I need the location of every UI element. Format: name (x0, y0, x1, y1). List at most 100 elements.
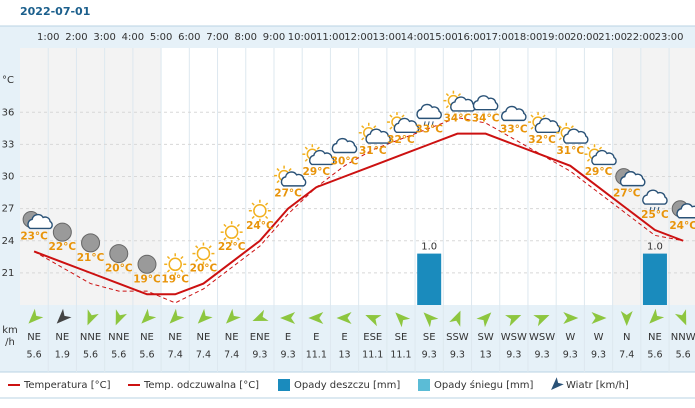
sun-ray (276, 180, 280, 184)
cloud (416, 103, 442, 120)
moon (109, 244, 129, 264)
hour-label: 19:00 (542, 32, 571, 43)
wind-arrow (395, 312, 411, 328)
sun-ray (223, 237, 227, 241)
wind-direction: SE (423, 332, 436, 343)
temperature-line (33, 132, 684, 296)
wind-speed: 7.4 (168, 350, 183, 361)
wind-arrow (336, 312, 352, 324)
wind-arrow (649, 308, 665, 324)
sun-ray (264, 202, 269, 206)
sun-ray (304, 146, 308, 150)
feels-like-line (33, 117, 684, 304)
precip-label: 1.0 (421, 242, 437, 253)
wind-arrow (449, 310, 461, 327)
wind-speed: 5.6 (83, 350, 98, 361)
wind-direction: N (623, 332, 630, 343)
wind-speed: 5.6 (139, 350, 154, 361)
wind-speed: 11.1 (362, 350, 383, 361)
temperature-label: 32°C (387, 134, 415, 146)
wind-speed: 13 (480, 350, 492, 361)
temperature-label: 24°C (669, 220, 695, 232)
legend-label: Opady śniegu [mm] (434, 379, 534, 391)
wind-direction: NNW (671, 332, 695, 343)
sun-ray (445, 105, 449, 109)
rain-drop (427, 121, 430, 126)
wind-arrow (365, 314, 382, 327)
wind-speed: 5.6 (27, 350, 42, 361)
hour-label: 5:00 (150, 32, 172, 43)
wind-direction: E (341, 332, 347, 343)
cloud (642, 189, 668, 205)
sun-ray (180, 255, 184, 260)
sun (224, 225, 239, 239)
wind-direction: ESE (363, 332, 382, 343)
rain-drop (431, 121, 434, 126)
precip-bar (417, 253, 442, 305)
moon (137, 254, 157, 274)
wind-direction: E (285, 332, 291, 343)
wind-arrow (674, 309, 687, 326)
temperature-label: 24°C (246, 220, 274, 232)
wind-arrow (197, 308, 213, 324)
legend-label: Opady deszczu [mm] (294, 380, 400, 391)
hour-label: 6:00 (178, 32, 200, 43)
wind-direction: SW (478, 332, 494, 343)
sun-ray (236, 237, 240, 241)
hour-label: 2:00 (65, 32, 87, 43)
temperature-label: 22°C (218, 241, 246, 253)
y-tick-label: 36 (2, 107, 15, 118)
cloud (619, 171, 646, 187)
sun-ray (445, 93, 449, 97)
temperature-label: 19°C (133, 273, 161, 285)
y-tick-label: 21 (2, 268, 15, 279)
wind-arrow (169, 308, 185, 324)
temperature-label: 27°C (274, 188, 302, 200)
sun-ray (570, 125, 574, 129)
sun-ray (166, 269, 171, 273)
hour-label: 4:00 (122, 32, 144, 43)
sun-ray (236, 223, 240, 228)
hour-label: 18:00 (514, 32, 543, 43)
temperature-label: 21°C (77, 252, 105, 264)
wind-unit: km (2, 325, 18, 336)
wind-direction: NE (225, 332, 239, 343)
left-strip (0, 26, 20, 372)
sun-ray (558, 125, 562, 129)
sun-ray (361, 137, 365, 141)
temperature-label: 30°C (331, 156, 359, 168)
rain-drop (657, 206, 660, 212)
temperature-label: 20°C (190, 263, 218, 275)
hour-label: 3:00 (93, 32, 115, 43)
wind-speed: 9.3 (506, 350, 521, 361)
cloud (562, 128, 589, 144)
temperature-label: 25°C (641, 209, 669, 221)
sun-ray (264, 215, 269, 220)
legend-label: Wiatr [km/h] (566, 380, 629, 391)
hour-label: 1:00 (37, 32, 59, 43)
night-shade (20, 48, 162, 305)
sun-ray (542, 114, 546, 118)
sun-ray (195, 258, 199, 262)
wind-unit: /h (5, 337, 15, 348)
wind-direction: NNE (80, 332, 101, 343)
sun (196, 246, 211, 261)
wind-arrow (141, 308, 157, 324)
wind-arrow (505, 314, 522, 327)
sun-ray (586, 146, 591, 150)
wind-speed: 9.3 (281, 350, 296, 361)
moon (81, 233, 101, 253)
sun-ray (195, 245, 199, 249)
wind-speed: 11.1 (306, 350, 327, 361)
wind-arrow (56, 308, 72, 324)
legend-label: Temp. odczuwalna [°C] (143, 380, 259, 391)
legend-swatch (418, 379, 430, 391)
temperature-label: 33°C (415, 123, 443, 135)
temperature-label: 33°C (500, 123, 528, 135)
wind-direction: WSW (501, 332, 527, 343)
hour-label: 9:00 (263, 32, 285, 43)
wind-arrow (476, 312, 492, 328)
sun-ray (166, 255, 171, 260)
wind-arrow (308, 312, 324, 324)
date: 2022-07-01 (20, 5, 90, 18)
